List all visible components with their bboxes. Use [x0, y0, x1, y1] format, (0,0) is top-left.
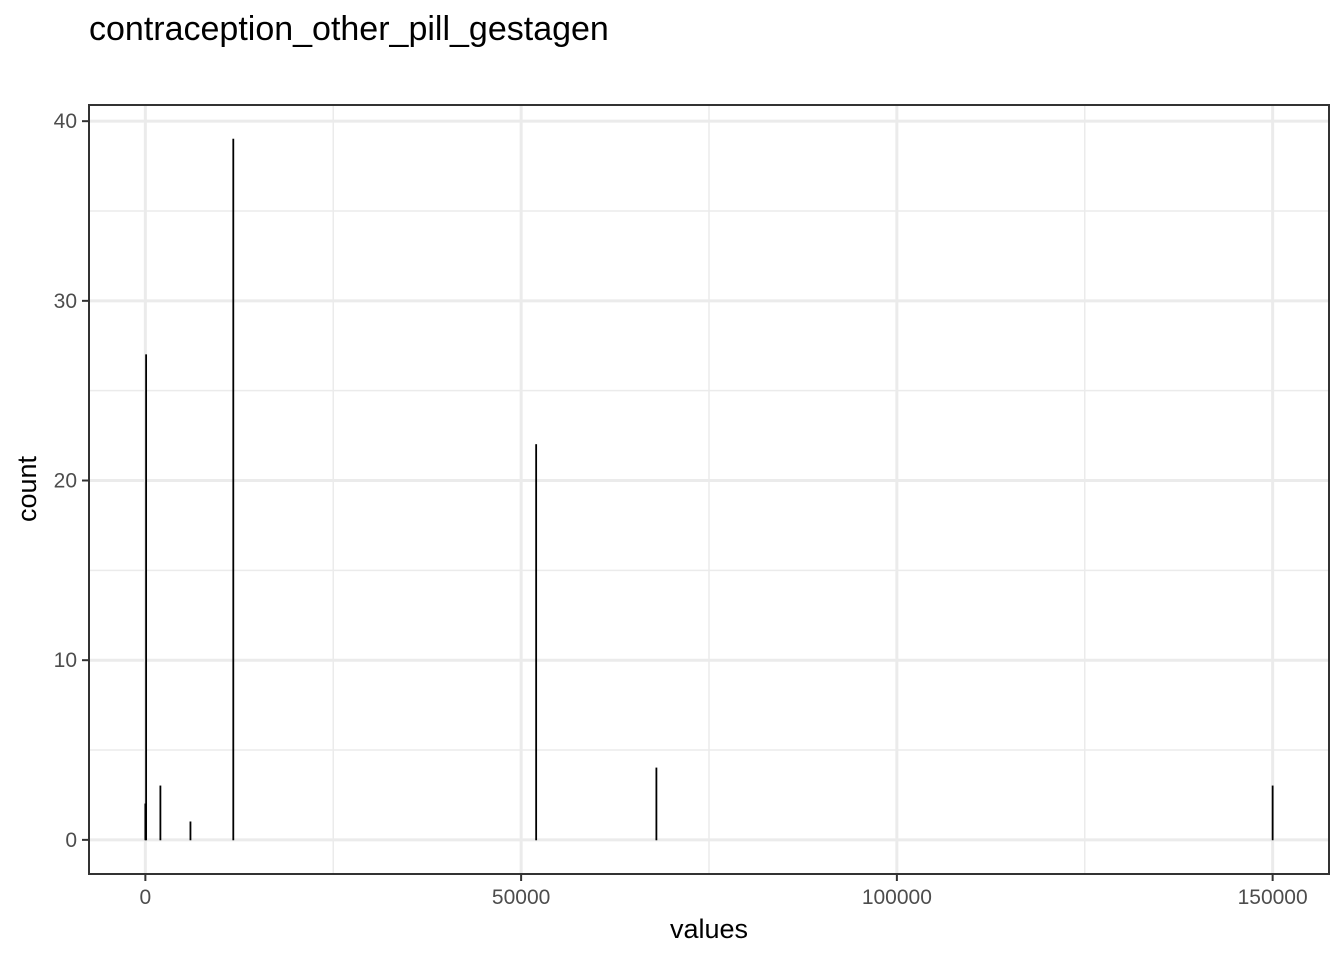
- histogram-bar: [145, 354, 148, 841]
- y-tick-label: 10: [54, 649, 77, 672]
- x-axis: 0 50000 100000 150000: [140, 874, 1308, 909]
- y-tick-label: 0: [65, 829, 77, 852]
- bars: [144, 138, 1274, 841]
- histogram-bar: [1271, 785, 1274, 841]
- y-tick-label: 30: [54, 290, 77, 313]
- minor-gridlines: [89, 105, 1329, 874]
- histogram-bar: [655, 767, 658, 841]
- x-tick-label: 150000: [1238, 886, 1308, 909]
- panel-border: [88, 104, 1330, 875]
- histogram-bar: [535, 444, 538, 841]
- chart-title: contraception_other_pill_gestagen: [89, 10, 609, 48]
- histogram-bar: [159, 785, 162, 841]
- x-tick-label: 0: [140, 886, 152, 909]
- x-axis-title: values: [670, 914, 748, 944]
- histogram-bar: [189, 821, 192, 841]
- x-tick-label: 50000: [492, 886, 550, 909]
- y-axis: 0 10 20 30 40: [54, 110, 89, 852]
- y-axis-title: count: [12, 455, 42, 522]
- y-tick-label: 20: [54, 470, 77, 493]
- histogram-bar: [232, 138, 235, 841]
- y-tick-label: 40: [54, 110, 77, 133]
- x-tick-label: 100000: [862, 886, 932, 909]
- major-gridlines: [89, 105, 1329, 874]
